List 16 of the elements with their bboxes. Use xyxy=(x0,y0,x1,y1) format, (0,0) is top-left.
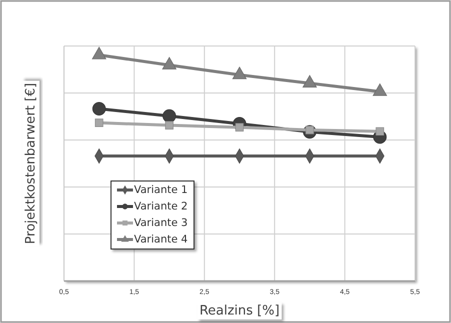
point xyxy=(376,127,384,136)
point xyxy=(302,75,317,88)
x-axis-title: Realzins [%] xyxy=(199,304,280,318)
point xyxy=(92,46,106,60)
legend-label: Variante 3 xyxy=(134,217,188,229)
point xyxy=(232,66,247,80)
point xyxy=(162,109,176,123)
point xyxy=(372,83,387,96)
point xyxy=(92,102,106,116)
legend-label: Variante 2 xyxy=(134,200,188,212)
legend-label: Variante 1 xyxy=(134,184,188,196)
point xyxy=(94,118,104,127)
legend-label: Variante 4 xyxy=(134,234,188,246)
point xyxy=(165,121,174,130)
point xyxy=(162,57,176,70)
y-axis-title: Projektkostenbarwert [€] xyxy=(24,82,38,244)
